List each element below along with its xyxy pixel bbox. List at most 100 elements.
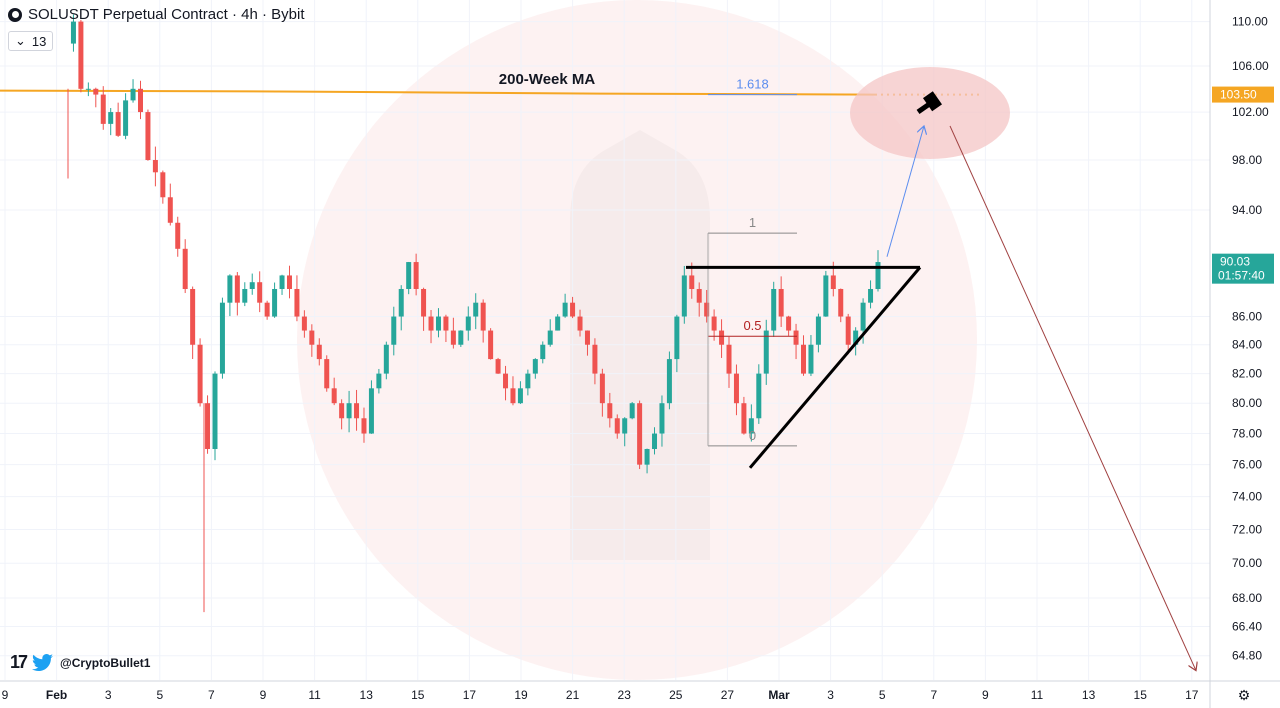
candle-body xyxy=(152,160,158,173)
candle-body xyxy=(70,21,76,44)
candle-body xyxy=(219,302,225,374)
candle-body xyxy=(137,88,143,113)
candle-body xyxy=(197,344,203,404)
candle-body xyxy=(85,88,91,90)
time-tick-label: 5 xyxy=(879,688,886,702)
chevron-down-icon: ⌄ xyxy=(15,33,26,48)
candle-body xyxy=(495,359,501,374)
candle-body xyxy=(711,316,717,331)
price-tick-label: 76.00 xyxy=(1232,458,1262,472)
price-tick-label: 74.00 xyxy=(1232,490,1262,504)
time-axis[interactable]: 9 Feb 3 5 7 9 11 13 15 17 19 21 23 25 27 Mar 3 5 7 9 11 13 15 1… xyxy=(0,680,1280,702)
price-label: 103.50 xyxy=(1220,88,1257,102)
candle-body xyxy=(249,282,255,289)
candle-body xyxy=(689,275,695,289)
candle-body xyxy=(339,403,345,419)
candle-body xyxy=(376,373,382,389)
time-tick-label: 21 xyxy=(566,688,580,702)
candle-body xyxy=(383,344,389,374)
candle-body xyxy=(257,282,263,303)
time-tick-label: 15 xyxy=(1134,688,1148,702)
candle-body xyxy=(681,275,687,317)
time-tick-label: Feb xyxy=(46,688,67,702)
candle-body xyxy=(801,344,807,374)
candle-body xyxy=(696,288,702,303)
ascending-triangle[interactable] xyxy=(686,265,922,469)
candle-body xyxy=(607,403,613,419)
price-axis[interactable]: 110.00 106.00 102.00 98.00 94.00 86.00 84.00 82… xyxy=(1209,0,1274,708)
candle-body xyxy=(443,316,449,331)
time-tick-label: 11 xyxy=(308,688,321,702)
projection-up-arrow xyxy=(886,126,924,257)
candle-body xyxy=(875,262,881,289)
price-tick-label: 72.00 xyxy=(1232,522,1262,536)
candle-body xyxy=(808,344,814,374)
candle-body xyxy=(733,373,739,404)
candle-body xyxy=(741,403,747,434)
candle-body xyxy=(845,316,851,345)
candle-body xyxy=(450,330,456,345)
price-tick-label: 84.00 xyxy=(1232,338,1262,352)
gavel-icon xyxy=(916,91,942,114)
candle-body xyxy=(577,316,583,331)
projection-down-arrow xyxy=(949,125,1196,671)
candle-body xyxy=(465,316,471,331)
candle-body xyxy=(726,344,732,374)
settings-gear-icon[interactable]: ⚙ xyxy=(1237,687,1251,703)
candle-body xyxy=(391,316,397,345)
chart-title: SOLUSDT Perpetual Contract · 4h · Bybit xyxy=(28,6,305,23)
fib-level-label: 1.618 xyxy=(736,77,769,92)
candle-body xyxy=(719,330,725,345)
support-line xyxy=(748,266,922,469)
price-tick-label: 110.00 xyxy=(1232,15,1268,29)
candle-body xyxy=(666,359,672,404)
candle-body xyxy=(763,330,769,374)
time-tick-label: 9 xyxy=(982,688,989,702)
candle-body xyxy=(309,330,315,345)
time-tick-label: Mar xyxy=(768,688,790,702)
time-tick-label: 3 xyxy=(105,688,112,702)
candle-body xyxy=(279,275,285,289)
candle-body xyxy=(78,21,84,89)
candle-body xyxy=(614,418,620,434)
candle-body xyxy=(421,288,427,317)
time-tick-label: 11 xyxy=(1031,688,1044,702)
candle-body xyxy=(584,330,590,345)
candle-body xyxy=(480,302,486,331)
fib-level-label: 0.5 xyxy=(743,318,761,333)
grid-lines xyxy=(0,0,1210,680)
candle-body xyxy=(435,316,441,331)
candle-body xyxy=(264,302,270,317)
candle-body xyxy=(212,373,218,450)
candle-body xyxy=(853,330,859,345)
candle-body xyxy=(205,403,211,450)
candle-body xyxy=(838,288,844,317)
candle-body xyxy=(182,248,188,289)
candle-body xyxy=(301,316,307,331)
projection-arrows xyxy=(886,125,1196,671)
time-tick-label: 25 xyxy=(669,688,683,702)
price-tick-label: 78.00 xyxy=(1232,427,1262,441)
candle-body xyxy=(637,403,643,465)
time-tick-label: 5 xyxy=(156,688,163,702)
time-tick-label: 13 xyxy=(1082,688,1096,702)
candle-body xyxy=(704,302,710,317)
candle-body xyxy=(510,388,516,404)
indicator-toggle[interactable]: ⌄ 13 xyxy=(8,31,54,51)
candle-body xyxy=(361,418,367,434)
indicator-count: 13 xyxy=(31,33,47,49)
candle-body xyxy=(622,418,628,434)
price-tick-label: 66.40 xyxy=(1232,619,1262,633)
candle-body xyxy=(652,433,658,450)
time-tick-label: 17 xyxy=(1185,688,1199,702)
candle-body xyxy=(175,222,181,249)
candle-body xyxy=(868,288,874,303)
candle-body xyxy=(592,344,598,374)
symbol-logo-icon xyxy=(8,7,22,22)
candle-body xyxy=(532,359,538,374)
candle-body xyxy=(815,316,821,345)
candle-body xyxy=(674,316,680,360)
candle-body xyxy=(167,197,173,223)
candle-body xyxy=(406,262,412,289)
